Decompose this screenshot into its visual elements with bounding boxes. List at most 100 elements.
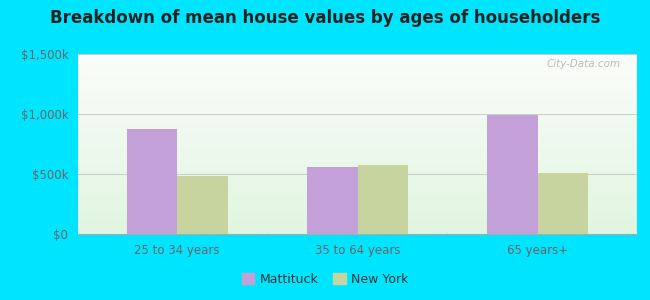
Bar <box>78 182 637 183</box>
Bar <box>78 223 637 224</box>
Bar <box>78 232 637 233</box>
Bar <box>78 63 637 64</box>
Bar <box>358 165 408 234</box>
Bar <box>78 67 637 68</box>
Bar <box>78 122 637 123</box>
Bar <box>78 176 637 177</box>
Bar <box>78 159 637 160</box>
Bar <box>78 231 637 232</box>
Bar <box>78 226 637 227</box>
Bar <box>78 222 637 223</box>
Bar <box>78 162 637 163</box>
Bar <box>78 127 637 128</box>
Bar <box>78 204 637 205</box>
Bar <box>78 171 637 172</box>
Bar <box>78 158 637 159</box>
Bar <box>78 87 637 88</box>
Bar <box>78 128 637 129</box>
Bar <box>78 229 637 230</box>
Bar <box>78 193 637 194</box>
Bar <box>78 85 637 86</box>
Bar <box>78 137 637 138</box>
Bar <box>78 213 637 214</box>
Bar <box>78 225 637 226</box>
Bar <box>78 75 637 76</box>
Bar <box>78 220 637 221</box>
Bar <box>78 200 637 201</box>
Bar <box>78 96 637 97</box>
Bar <box>78 57 637 58</box>
Bar <box>78 123 637 124</box>
Bar <box>78 173 637 174</box>
Bar <box>78 190 637 191</box>
Bar <box>78 186 637 187</box>
Bar <box>78 217 637 218</box>
Bar <box>78 118 637 119</box>
Bar <box>78 92 637 93</box>
Bar <box>78 129 637 130</box>
Bar <box>78 83 637 84</box>
Bar <box>78 109 637 110</box>
Bar <box>78 149 637 150</box>
Bar <box>78 100 637 101</box>
Bar <box>78 210 637 211</box>
Bar <box>78 121 637 122</box>
Bar <box>78 107 637 108</box>
Bar <box>78 168 637 169</box>
Bar <box>78 136 637 137</box>
Bar <box>78 165 637 166</box>
Bar <box>78 179 637 180</box>
Bar <box>78 187 637 188</box>
Bar <box>78 77 637 78</box>
Bar <box>78 191 637 192</box>
Bar <box>78 88 637 89</box>
Bar <box>488 115 538 234</box>
Bar <box>78 71 637 72</box>
Bar <box>78 131 637 132</box>
Bar <box>78 177 637 178</box>
Legend: Mattituck, New York: Mattituck, New York <box>237 268 413 291</box>
Bar <box>78 192 637 193</box>
Bar <box>78 72 637 73</box>
Bar <box>78 103 637 104</box>
Bar <box>78 124 637 125</box>
Bar <box>127 129 177 234</box>
Bar <box>78 126 637 127</box>
Bar <box>78 70 637 71</box>
Bar <box>78 68 637 69</box>
Bar <box>78 228 637 229</box>
Bar <box>78 147 637 148</box>
Bar <box>78 58 637 59</box>
Bar <box>78 132 637 133</box>
Bar <box>78 154 637 155</box>
Bar <box>78 215 637 216</box>
Bar <box>78 214 637 215</box>
Bar <box>78 90 637 91</box>
Bar <box>78 98 637 99</box>
Bar <box>78 189 637 190</box>
Bar <box>78 81 637 82</box>
Bar <box>78 84 637 85</box>
Bar <box>78 145 637 146</box>
Bar <box>78 183 637 184</box>
Bar <box>78 95 637 96</box>
Bar <box>78 86 637 87</box>
Bar <box>78 146 637 147</box>
Bar <box>78 135 637 136</box>
Bar <box>78 106 637 107</box>
Bar <box>78 91 637 92</box>
Bar <box>78 184 637 185</box>
Bar <box>78 115 637 116</box>
Bar <box>78 111 637 112</box>
Bar <box>78 163 637 164</box>
Bar <box>78 64 637 65</box>
Bar <box>78 62 637 63</box>
Bar <box>78 207 637 208</box>
Bar <box>78 230 637 231</box>
Bar <box>78 227 637 228</box>
Bar <box>78 99 637 100</box>
Bar <box>78 93 637 94</box>
Bar <box>78 195 637 196</box>
Bar <box>78 139 637 140</box>
Bar <box>78 101 637 102</box>
